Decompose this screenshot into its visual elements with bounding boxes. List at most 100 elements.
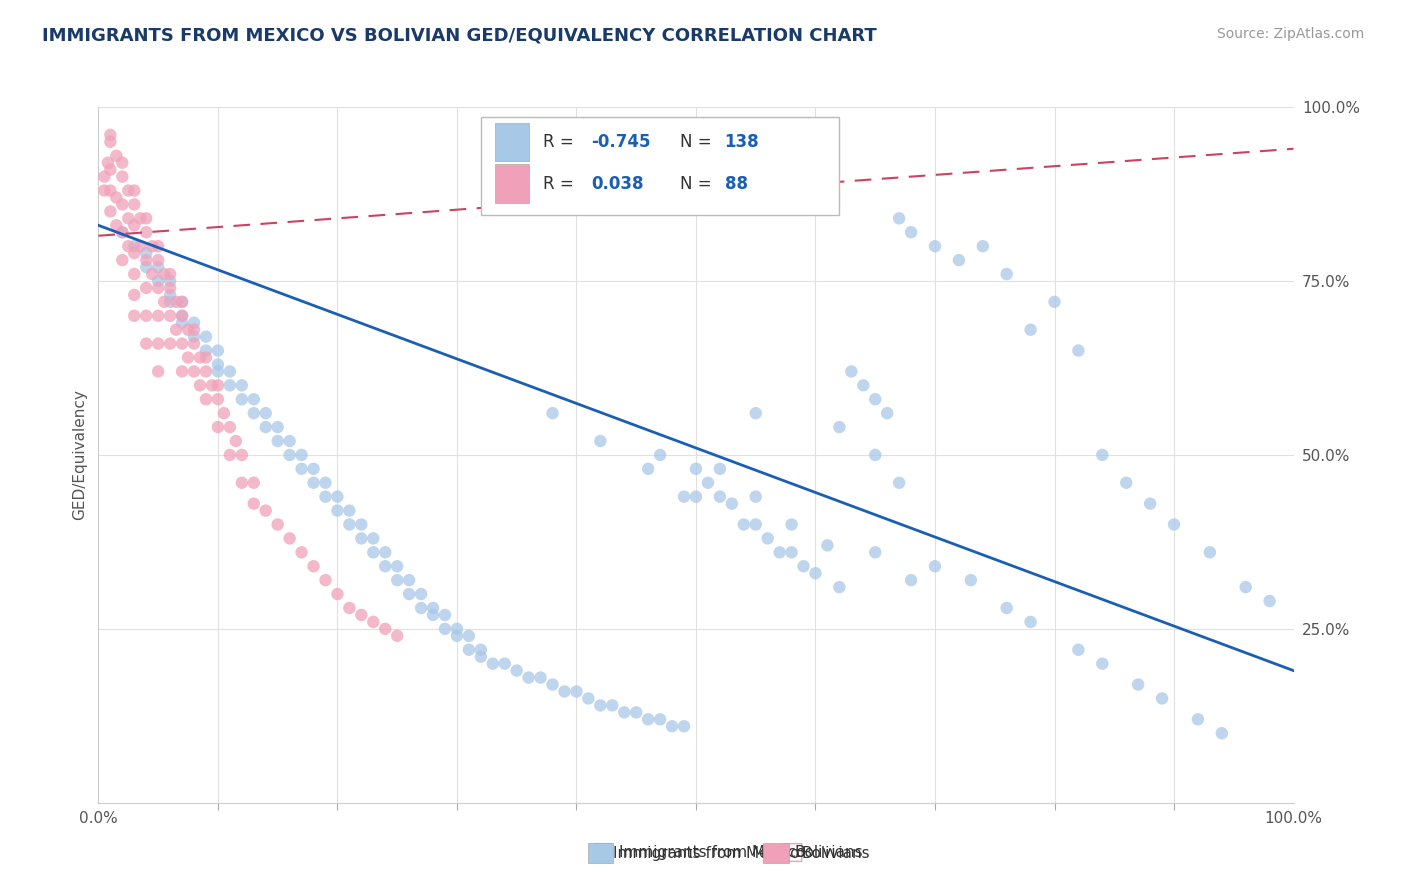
Point xyxy=(494,657,516,671)
Point xyxy=(302,462,325,476)
Point xyxy=(219,448,242,462)
Point xyxy=(363,532,385,546)
Point xyxy=(153,294,176,309)
Point xyxy=(972,239,994,253)
Point xyxy=(1091,657,1114,671)
Point xyxy=(124,184,146,198)
Point xyxy=(756,532,779,546)
Point xyxy=(212,406,235,420)
Point xyxy=(135,260,157,274)
Point xyxy=(900,225,922,239)
Point xyxy=(243,475,266,490)
Point xyxy=(995,267,1018,281)
Point xyxy=(339,517,361,532)
Point xyxy=(1067,343,1090,358)
Point xyxy=(470,649,492,664)
Point xyxy=(124,267,146,281)
Point xyxy=(172,316,194,330)
Point xyxy=(1258,594,1281,608)
Point xyxy=(291,545,314,559)
Point xyxy=(98,204,122,219)
Point xyxy=(159,336,181,351)
Point xyxy=(780,545,803,559)
Point xyxy=(159,309,181,323)
Point xyxy=(626,706,648,720)
Point xyxy=(1043,294,1066,309)
Point xyxy=(254,420,277,434)
Point xyxy=(1067,642,1090,657)
Point xyxy=(673,490,696,504)
Point xyxy=(183,323,205,337)
Point xyxy=(637,462,659,476)
Point xyxy=(231,475,253,490)
Point xyxy=(124,309,146,323)
Text: N =: N = xyxy=(681,175,717,193)
Point xyxy=(278,434,301,448)
Point xyxy=(231,378,253,392)
Bar xyxy=(495,123,529,161)
Point xyxy=(159,267,181,281)
Text: Immigrants from Mexico: Immigrants from Mexico xyxy=(613,847,800,861)
Point xyxy=(398,587,420,601)
Point xyxy=(135,253,157,268)
Text: □: □ xyxy=(591,840,614,863)
Point xyxy=(98,135,122,149)
Point xyxy=(995,601,1018,615)
Point xyxy=(165,294,187,309)
Point xyxy=(141,239,163,253)
Point xyxy=(326,503,349,517)
Point xyxy=(172,336,194,351)
Text: -0.745: -0.745 xyxy=(591,133,651,151)
Text: 88: 88 xyxy=(724,175,748,193)
Point xyxy=(117,239,139,253)
Point xyxy=(1091,448,1114,462)
Point xyxy=(889,211,911,226)
Point xyxy=(517,671,540,685)
Point xyxy=(1187,712,1209,726)
Point xyxy=(363,545,385,559)
Text: R =: R = xyxy=(543,133,579,151)
Point xyxy=(98,128,122,142)
Point xyxy=(153,267,176,281)
Point xyxy=(1139,497,1161,511)
Point xyxy=(506,664,529,678)
Point xyxy=(93,184,115,198)
Point xyxy=(411,587,433,601)
Point xyxy=(207,420,229,434)
Point xyxy=(267,517,290,532)
Point xyxy=(1115,475,1137,490)
Point xyxy=(207,358,229,372)
Text: 138: 138 xyxy=(724,133,759,151)
Point xyxy=(159,294,181,309)
Point xyxy=(254,503,277,517)
Text: Bolivians: Bolivians xyxy=(801,847,870,861)
Point xyxy=(148,309,170,323)
Point xyxy=(278,448,301,462)
Point xyxy=(385,573,409,587)
Point xyxy=(709,490,731,504)
Point xyxy=(709,462,731,476)
Point xyxy=(135,211,157,226)
Point xyxy=(183,316,205,330)
Point xyxy=(291,448,314,462)
Point xyxy=(661,719,683,733)
Point xyxy=(745,490,768,504)
Point xyxy=(637,712,659,726)
Point xyxy=(578,691,600,706)
Point xyxy=(815,538,838,552)
Point xyxy=(446,629,468,643)
Point xyxy=(1234,580,1257,594)
Point xyxy=(195,351,218,365)
Point xyxy=(291,462,314,476)
Point xyxy=(434,622,457,636)
Point xyxy=(207,364,229,378)
Point xyxy=(243,406,266,420)
Point xyxy=(865,545,887,559)
Point xyxy=(201,378,224,392)
Point xyxy=(135,246,157,260)
Point xyxy=(105,190,128,204)
Point xyxy=(278,532,301,546)
Point xyxy=(195,392,218,407)
Point xyxy=(648,712,672,726)
Point xyxy=(165,323,187,337)
